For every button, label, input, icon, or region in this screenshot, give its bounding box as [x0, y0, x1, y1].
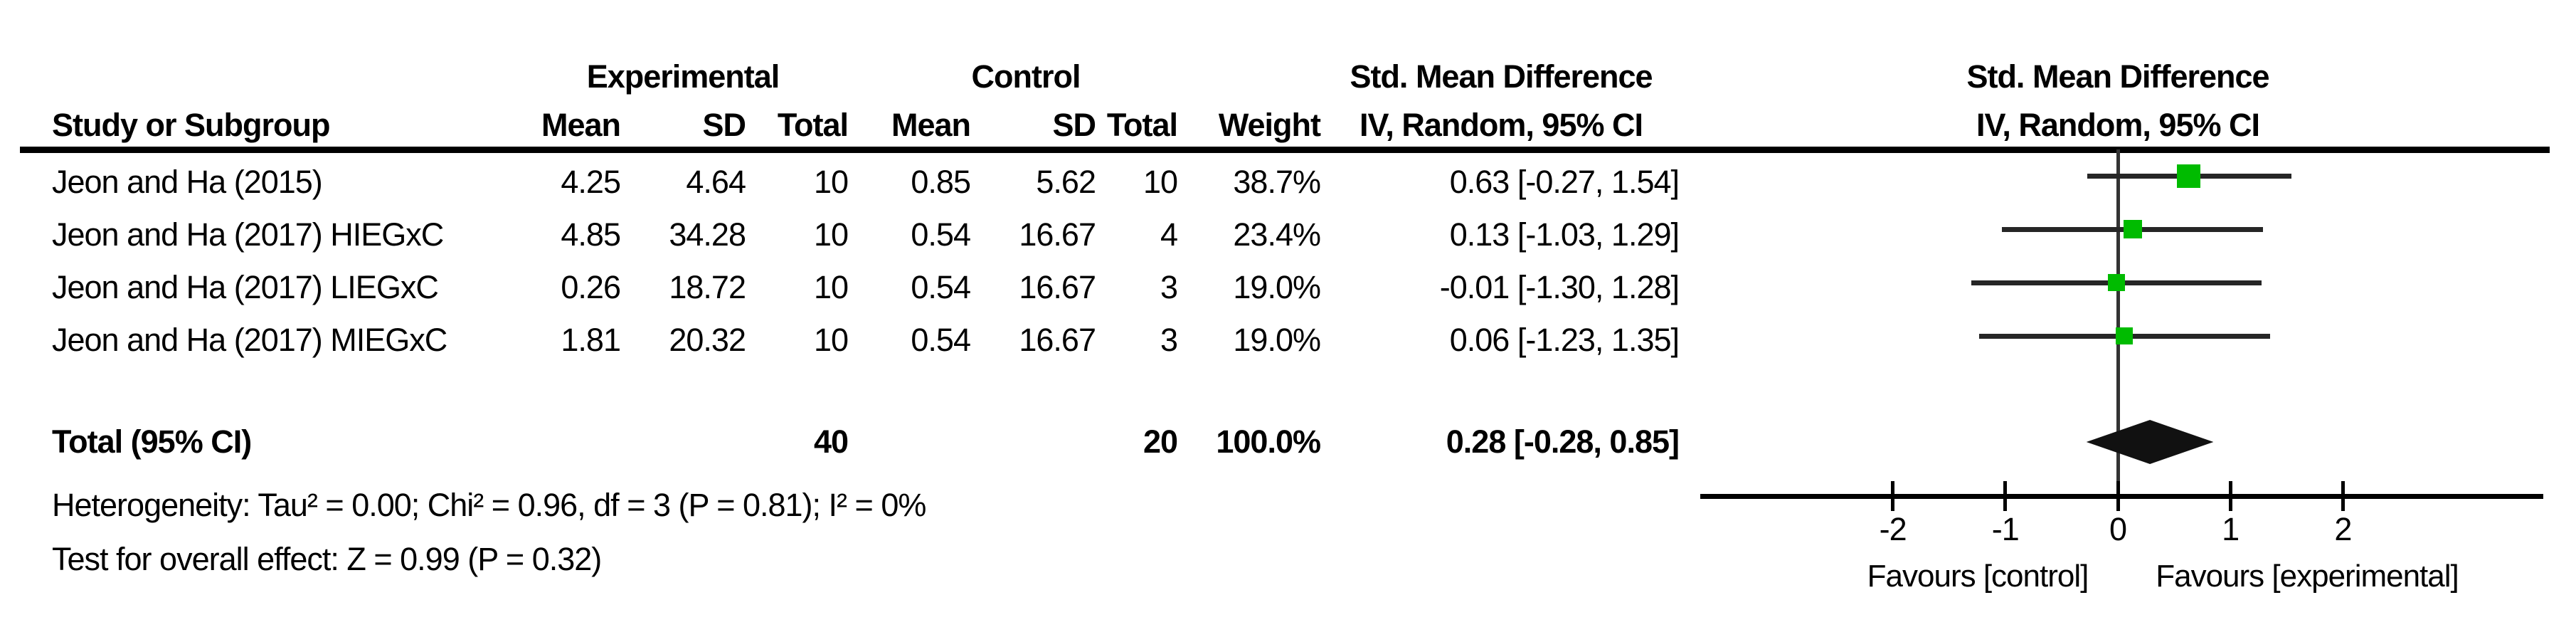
- col-header-exp-mean: Mean: [541, 107, 621, 143]
- ctrl-total-value: 3: [1160, 322, 1178, 358]
- exp-total-value: 10: [813, 164, 849, 200]
- ctrl-total-value: 10: [1143, 164, 1178, 200]
- group-header-control: Control: [971, 58, 1081, 95]
- group-header-smd-right: Std. Mean Difference: [1966, 58, 2269, 95]
- exp-mean-value: 0.26: [561, 269, 621, 305]
- col-header-method-left: IV, Random, 95% CI: [1359, 107, 1643, 143]
- ctrl-mean-value: 0.85: [911, 164, 971, 200]
- ci-text: 0.63 [-0.27, 1.54]: [1449, 164, 1680, 200]
- study-label: Jeon and Ha (2017) HIEGxC: [52, 216, 444, 253]
- weight-value: 38.7%: [1233, 164, 1321, 200]
- exp-sd-value: 18.72: [669, 269, 746, 305]
- col-header-ctrl-mean: Mean: [891, 107, 971, 143]
- axis-tick-label: 2: [2334, 511, 2352, 547]
- x-axis-line: [1700, 494, 2543, 499]
- heterogeneity-line: Heterogeneity: Tau² = 0.00; Chi² = 0.96,…: [52, 487, 926, 523]
- group-header-experimental: Experimental: [586, 58, 780, 95]
- effect-marker: [2177, 164, 2201, 188]
- group-header-smd-left: Std. Mean Difference: [1350, 58, 1653, 95]
- study-label: Jeon and Ha (2017) LIEGxC: [52, 269, 439, 305]
- ctrl-total-value: 3: [1160, 269, 1178, 305]
- overall-effect-line: Test for overall effect: Z = 0.99 (P = 0…: [52, 541, 602, 577]
- favours-control-label: Favours [control]: [1867, 559, 2089, 594]
- col-header-ctrl-total: Total: [1106, 107, 1178, 143]
- favours-experimental-label: Favours [experimental]: [2156, 559, 2459, 594]
- effect-marker: [2108, 274, 2126, 291]
- ctrl-sd-value: 16.67: [1019, 216, 1096, 253]
- col-header-study: Study or Subgroup: [52, 107, 330, 143]
- axis-tick: [2228, 481, 2232, 511]
- study-label: Jeon and Ha (2017) MIEGxC: [52, 322, 447, 358]
- weight-value: 19.0%: [1233, 322, 1321, 358]
- ctrl-mean-value: 0.54: [911, 216, 971, 253]
- ci-text: 0.13 [-1.03, 1.29]: [1449, 216, 1680, 253]
- axis-tick-label: -1: [1991, 511, 2020, 547]
- exp-total-value: 10: [813, 322, 849, 358]
- ctrl-total-value: 4: [1160, 216, 1178, 253]
- axis-tick-label: 0: [2109, 511, 2127, 547]
- ctrl-mean-value: 0.54: [911, 322, 971, 358]
- weight-value: 19.0%: [1233, 269, 1321, 305]
- total-exp-n: 40: [813, 423, 849, 460]
- axis-tick: [2116, 481, 2120, 511]
- axis-tick: [1891, 481, 1895, 511]
- exp-mean-value: 4.85: [561, 216, 621, 253]
- exp-sd-value: 34.28: [669, 216, 746, 253]
- col-header-exp-total: Total: [777, 107, 849, 143]
- ctrl-mean-value: 0.54: [911, 269, 971, 305]
- col-header-exp-sd: SD: [702, 107, 746, 143]
- header-rule: [20, 147, 2550, 153]
- ctrl-sd-value: 16.67: [1019, 322, 1096, 358]
- axis-tick: [2341, 481, 2345, 511]
- axis-tick-label: -2: [1879, 511, 1907, 547]
- axis-tick: [2003, 481, 2008, 511]
- total-weight: 100.0%: [1216, 423, 1321, 460]
- ctrl-sd-value: 16.67: [1019, 269, 1096, 305]
- effect-marker: [2123, 220, 2142, 238]
- total-ctrl-n: 20: [1143, 423, 1178, 460]
- study-label: Jeon and Ha (2015): [52, 164, 323, 200]
- exp-mean-value: 4.25: [561, 164, 621, 200]
- ci-text: -0.01 [-1.30, 1.28]: [1439, 269, 1680, 305]
- pooled-diamond: [2086, 420, 2214, 464]
- total-label: Total (95% CI): [52, 423, 252, 460]
- axis-tick-label: 1: [2222, 511, 2240, 547]
- exp-sd-value: 4.64: [686, 164, 746, 200]
- weight-value: 23.4%: [1233, 216, 1321, 253]
- exp-mean-value: 1.81: [561, 322, 621, 358]
- exp-sd-value: 20.32: [669, 322, 746, 358]
- col-header-method-right: IV, Random, 95% CI: [1976, 107, 2260, 143]
- exp-total-value: 10: [813, 216, 849, 253]
- exp-total-value: 10: [813, 269, 849, 305]
- total-ci-text: 0.28 [-0.28, 0.85]: [1446, 423, 1680, 460]
- col-header-weight: Weight: [1218, 107, 1321, 143]
- effect-marker: [2116, 327, 2134, 344]
- col-header-ctrl-sd: SD: [1052, 107, 1096, 143]
- ci-text: 0.06 [-1.23, 1.35]: [1449, 322, 1680, 358]
- ctrl-sd-value: 5.62: [1036, 164, 1096, 200]
